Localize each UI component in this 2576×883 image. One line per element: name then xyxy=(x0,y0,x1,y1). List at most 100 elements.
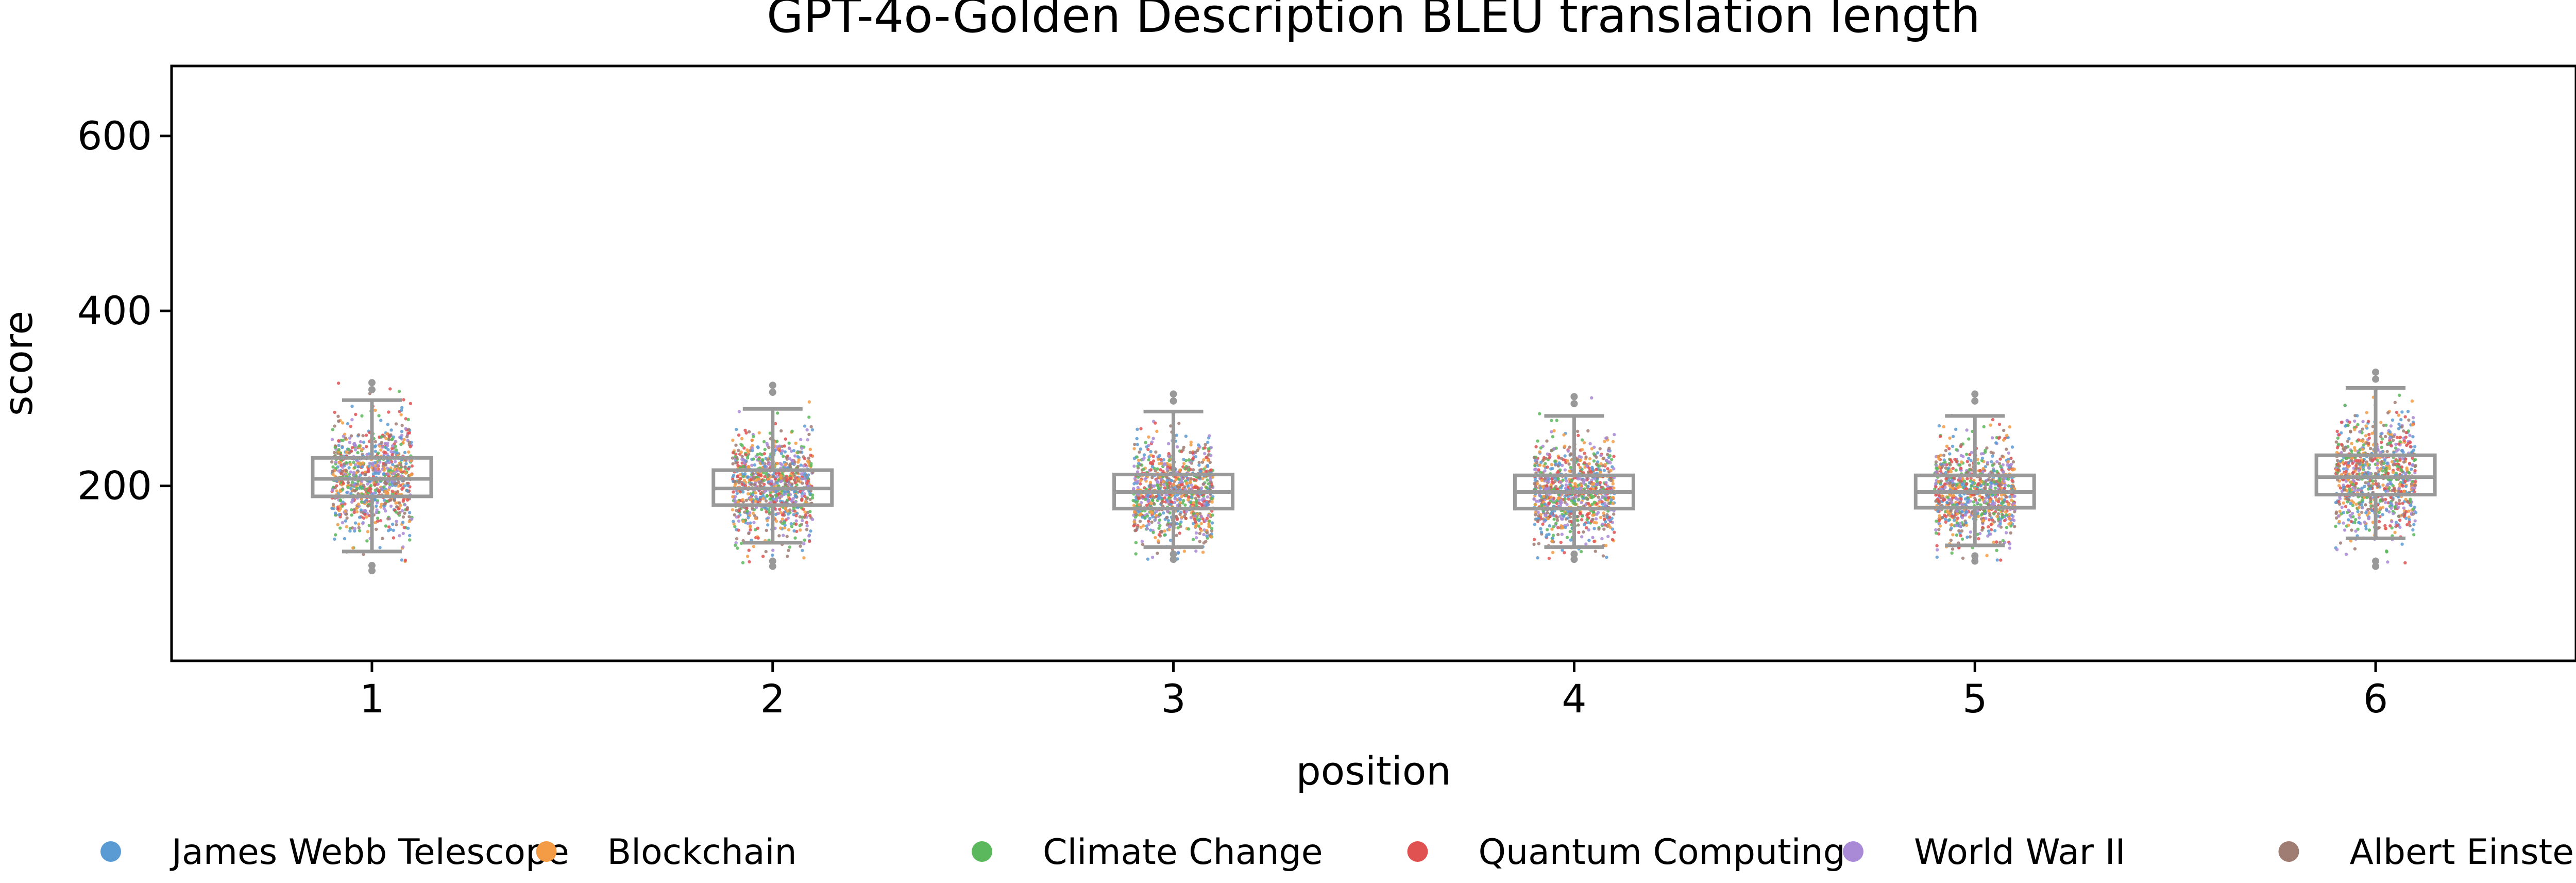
strip-point xyxy=(788,508,792,512)
strip-point xyxy=(747,465,751,469)
strip-point xyxy=(1587,539,1591,542)
strip-point xyxy=(1947,447,1951,451)
strip-point xyxy=(1934,460,1938,464)
strip-point xyxy=(803,457,807,460)
strip-point xyxy=(334,460,337,464)
strip-point xyxy=(752,435,755,438)
strip-point xyxy=(402,438,406,442)
strip-point xyxy=(1997,478,2001,482)
strip-point xyxy=(1206,478,1209,482)
strip-point xyxy=(1157,521,1161,525)
strip-point xyxy=(2349,430,2352,434)
strip-point xyxy=(349,508,353,512)
strip-point xyxy=(338,526,342,530)
strip-point xyxy=(1179,498,1182,502)
strip-point xyxy=(2393,401,2397,404)
strip-point xyxy=(1192,501,1195,505)
strip-point xyxy=(386,423,389,426)
strip-point xyxy=(1195,486,1199,490)
strip-point xyxy=(335,489,338,493)
strip-point xyxy=(799,438,803,441)
strip-point xyxy=(1603,462,1607,467)
strip-point xyxy=(782,534,785,537)
strip-point xyxy=(735,456,739,460)
strip-point xyxy=(2338,497,2342,501)
strip-point xyxy=(805,497,808,501)
strip-point xyxy=(1546,465,1549,469)
strip-point xyxy=(1150,440,1154,444)
strip-point xyxy=(1934,485,1938,489)
strip-point xyxy=(2353,488,2357,492)
strip-point xyxy=(1595,455,1598,459)
strip-point xyxy=(1194,455,1198,459)
strip-point xyxy=(1594,517,1598,521)
strip-point xyxy=(349,470,353,474)
strip-point xyxy=(333,537,336,541)
strip-point xyxy=(761,458,765,462)
strip-point xyxy=(409,459,413,462)
strip-point xyxy=(1539,527,1543,530)
strip-point xyxy=(805,524,809,528)
strip-point xyxy=(1202,458,1206,462)
strip-point xyxy=(1979,503,1982,507)
strip-point xyxy=(762,478,766,482)
strip-point xyxy=(367,524,371,527)
strip-point xyxy=(1612,496,1615,500)
strip-point xyxy=(368,461,371,465)
strip-point xyxy=(1137,458,1141,462)
strip-point xyxy=(360,414,364,418)
strip-point xyxy=(383,442,387,445)
strip-point xyxy=(1606,496,1611,499)
strip-point xyxy=(781,518,785,521)
strip-point xyxy=(376,463,380,467)
strip-point xyxy=(1977,537,1980,541)
strip-point xyxy=(748,525,752,529)
strip-point xyxy=(2363,485,2366,488)
strip-point xyxy=(1600,537,1604,541)
strip-point xyxy=(1570,520,1573,524)
strip-point xyxy=(341,504,344,508)
strip-point xyxy=(767,474,771,477)
strip-point xyxy=(331,428,334,431)
strip-point xyxy=(1586,497,1589,501)
strip-point xyxy=(1583,452,1586,455)
strip-point xyxy=(1543,502,1547,506)
strip-point xyxy=(1146,447,1150,452)
strip-point xyxy=(1554,485,1558,489)
strip-point xyxy=(1138,513,1142,517)
strip-point xyxy=(1558,504,1563,508)
strip-point xyxy=(810,496,815,500)
strip-point xyxy=(1536,439,1539,443)
strip-point xyxy=(1204,540,1208,543)
strip-point xyxy=(1581,514,1584,518)
strip-point xyxy=(1580,495,1584,498)
strip-point xyxy=(1150,556,1155,559)
strip-point xyxy=(362,440,366,444)
strip-point xyxy=(1577,497,1581,502)
strip-point xyxy=(1934,531,1938,535)
strip-point xyxy=(408,511,412,514)
strip-point xyxy=(368,487,372,491)
strip-point xyxy=(348,529,352,533)
strip-point xyxy=(2380,437,2384,441)
strip-point xyxy=(732,520,735,523)
strip-point xyxy=(1604,544,1608,547)
strip-point xyxy=(747,531,751,536)
strip-point xyxy=(1590,503,1594,506)
strip-point xyxy=(373,461,377,464)
strip-point xyxy=(2404,485,2408,488)
strip-point xyxy=(1612,467,1616,471)
strip-point xyxy=(1165,478,1169,482)
strip-point xyxy=(803,473,806,477)
strip-point xyxy=(1559,480,1563,485)
strip-point xyxy=(1137,496,1141,500)
strip-point xyxy=(797,458,801,462)
strip-point xyxy=(367,464,371,469)
strip-point xyxy=(395,482,398,486)
strip-point xyxy=(1980,528,1984,532)
strip-point xyxy=(1950,523,1954,527)
strip-point xyxy=(344,469,348,472)
strip-point xyxy=(350,405,354,408)
strip-point xyxy=(403,511,406,515)
strip-point xyxy=(1959,443,1963,446)
